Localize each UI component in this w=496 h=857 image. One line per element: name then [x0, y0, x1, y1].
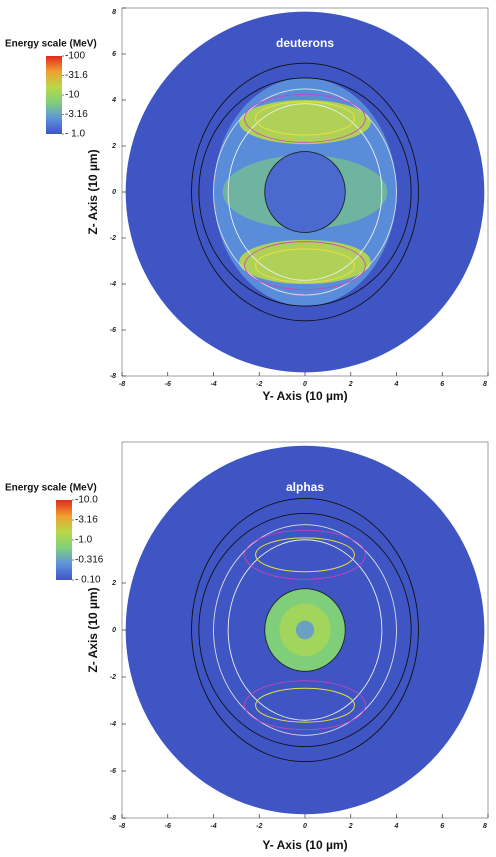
colorbar-tick-label: -31.6 — [65, 70, 88, 81]
contour — [227, 103, 383, 281]
x-tick-label: 8 — [483, 823, 487, 830]
x-tick-label: -4 — [210, 823, 216, 830]
colorbar-title: Energy scale (MeV) — [5, 483, 97, 494]
x-tick-label: -6 — [165, 823, 171, 830]
contour — [255, 537, 355, 573]
contour — [198, 77, 412, 307]
y-tick-label: -4 — [110, 721, 116, 728]
contour — [213, 524, 397, 736]
panel-title: deuterons — [276, 36, 334, 50]
y-tick-label: -8 — [110, 815, 116, 822]
colorbar-tick-label: -100 — [65, 51, 85, 62]
x-tick-label: -4 — [210, 381, 216, 388]
x-tick-label: -8 — [119, 381, 125, 388]
y-tick-label: -2 — [110, 674, 116, 681]
energy-region — [239, 239, 371, 284]
y-tick-label: -6 — [110, 327, 116, 334]
colorbar-tick-label: -3.16 — [75, 515, 98, 526]
x-axis-label: Y- Axis (10 µm) — [262, 838, 347, 852]
colorbar-title: Energy scale (MeV) — [5, 39, 97, 50]
y-tick-label: 0 — [112, 189, 116, 196]
energy-region — [239, 100, 371, 145]
x-tick-label: -6 — [165, 381, 171, 388]
energy-region — [295, 620, 315, 640]
contour — [227, 539, 383, 721]
x-tick-label: 0 — [303, 381, 307, 388]
colorbar-tick-label: -10.0 — [75, 495, 98, 506]
x-tick-label: 4 — [394, 381, 399, 388]
y-tick-label: -8 — [110, 373, 116, 380]
x-tick-label: 0 — [303, 823, 307, 830]
y-tick-label: -6 — [110, 768, 116, 775]
colorbar-tick-label: - 0.10 — [75, 575, 101, 586]
contour — [264, 151, 346, 233]
contour — [255, 248, 355, 283]
colorbar-tick-label: - 1.0 — [65, 129, 85, 140]
energy-region — [264, 151, 346, 233]
x-tick-label: -2 — [256, 823, 262, 830]
contour — [213, 88, 397, 296]
y-axis-label: Z- Axis (10 µm) — [86, 149, 100, 234]
x-tick-label: 6 — [440, 823, 444, 830]
y-tick-label: 4 — [111, 97, 116, 104]
colorbar-tick-label: -1.0 — [75, 535, 93, 546]
y-tick-label: -2 — [110, 235, 116, 242]
contour — [264, 588, 346, 672]
contour — [244, 94, 366, 143]
x-tick-label: 8 — [483, 381, 487, 388]
colorbar — [56, 500, 72, 580]
contour — [198, 512, 412, 748]
y-tick-label: 2 — [111, 580, 116, 587]
contour — [191, 62, 419, 322]
colorbar-tick-label: -3.16 — [65, 109, 88, 120]
y-tick-label: -4 — [110, 281, 116, 288]
contour — [244, 241, 366, 290]
x-tick-label: 2 — [348, 823, 353, 830]
y-tick-label: 6 — [112, 51, 116, 58]
contour — [244, 529, 366, 580]
contour — [255, 687, 355, 723]
x-tick-label: -2 — [256, 381, 262, 388]
y-axis-label: Z- Axis (10 µm) — [86, 587, 100, 672]
colorbar-tick-label: -0.316 — [75, 555, 104, 566]
contour — [191, 497, 419, 763]
contour — [244, 680, 366, 731]
x-axis-label: Y- Axis (10 µm) — [262, 389, 347, 403]
y-tick-label: 0 — [112, 627, 116, 634]
contour — [255, 101, 355, 136]
x-tick-label: -8 — [119, 823, 125, 830]
x-tick-label: 4 — [394, 823, 399, 830]
y-tick-label: 2 — [111, 143, 116, 150]
colorbar — [46, 56, 62, 134]
colorbar-tick-label: -10 — [65, 90, 80, 101]
panel-title: alphas — [286, 480, 324, 494]
y-tick-label: 8 — [112, 9, 116, 16]
x-tick-label: 2 — [348, 381, 353, 388]
x-tick-label: 6 — [440, 381, 444, 388]
